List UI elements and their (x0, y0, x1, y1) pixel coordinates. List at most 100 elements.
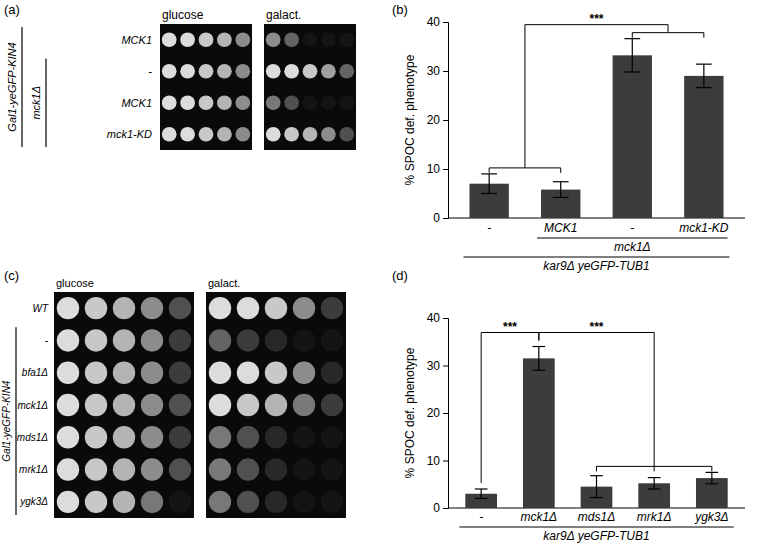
spot (235, 95, 250, 110)
spot (85, 394, 107, 416)
figure: (a)glucosegalact.MCK1-MCK1mck1-KDGal1-ye… (0, 0, 759, 549)
spot-assay: glucosegalact.MCK1-MCK1mck1-KDGal1-yeGFP… (6, 8, 356, 150)
significance-label: *** (589, 12, 603, 26)
bracket (703, 33, 704, 38)
spot (57, 329, 79, 351)
spot (162, 127, 177, 142)
error-bar (553, 182, 569, 198)
tick: 20 (427, 406, 448, 420)
spot (339, 64, 354, 79)
spot (141, 329, 163, 351)
spot (169, 458, 191, 480)
spot (162, 95, 177, 110)
spot (141, 394, 163, 416)
spot (235, 127, 250, 142)
marks (465, 347, 727, 509)
spot (113, 491, 135, 513)
y-axis: 010203040 (427, 15, 449, 225)
error-cap (624, 71, 640, 72)
spot (237, 394, 259, 416)
tick: 10 (427, 454, 448, 468)
spot (141, 426, 163, 448)
spot (321, 491, 343, 513)
spot (265, 458, 287, 480)
bracket (560, 168, 561, 173)
bar-chart: 010203040% SPOC def. phenotype-MCK1-mck1… (403, 12, 745, 273)
spot (57, 426, 79, 448)
bracket (489, 168, 490, 173)
spot (141, 297, 163, 319)
spot (169, 329, 191, 351)
plate-background (54, 292, 194, 518)
row-label: MCK1 (121, 34, 152, 46)
tick-label: 40 (427, 311, 441, 325)
spot (339, 127, 354, 142)
panel-label: (a) (4, 2, 20, 17)
error-bar (475, 489, 488, 499)
spot (293, 362, 315, 384)
spot (209, 394, 231, 416)
spot (57, 362, 79, 384)
error-stem (489, 174, 490, 194)
bar (523, 358, 555, 508)
error-stem (560, 182, 561, 198)
tick-mark (443, 120, 448, 121)
tick-label: 10 (427, 162, 441, 176)
spot (321, 95, 336, 110)
spot (85, 297, 107, 319)
column-label: galact. (208, 277, 240, 289)
tick: 40 (427, 311, 448, 325)
spot (321, 458, 343, 480)
spot (339, 32, 354, 47)
row-label: mds1Δ (17, 432, 48, 443)
spot (303, 32, 318, 47)
tick-label: 10 (427, 454, 441, 468)
y-axis-title: % SPOC def. phenotype (403, 347, 417, 478)
spot (265, 491, 287, 513)
tick: 0 (433, 211, 448, 225)
spot (235, 32, 250, 47)
error-bar (696, 64, 712, 88)
bar-chart: 010203040% SPOC def. phenotype-mck1Δmds1… (403, 311, 745, 543)
significance: *** (489, 12, 704, 173)
spot (284, 64, 299, 79)
group-label: Gal1-yeGFP-KIN4 (6, 42, 18, 131)
category-label: - (630, 221, 634, 235)
bracket (668, 25, 669, 33)
bracket (481, 333, 482, 484)
group-bracket (15, 327, 16, 515)
spot (209, 426, 231, 448)
group-bracket (21, 27, 22, 147)
spot-assay: glucosegalact.WT-bfa1Δmck1Δmds1Δmrk1Δygk… (1, 277, 346, 518)
spot (321, 32, 336, 47)
tick-mark (443, 22, 448, 23)
tick-label: 0 (433, 211, 440, 225)
tick: 10 (427, 162, 448, 176)
tick-mark (443, 461, 448, 462)
error-bar (705, 472, 718, 483)
error-bar (624, 39, 640, 72)
spot (293, 297, 315, 319)
error-cap (624, 38, 640, 39)
spot (209, 362, 231, 384)
bracket (596, 466, 597, 471)
spot (266, 64, 281, 79)
bracket (654, 466, 655, 471)
row-label: bfa1Δ (22, 367, 48, 378)
error-stem (654, 478, 655, 489)
spot (209, 329, 231, 351)
spot (237, 491, 259, 513)
spot (265, 362, 287, 384)
group-line (537, 238, 727, 239)
row-label: MCK1 (121, 97, 152, 109)
tick-label: 30 (427, 64, 441, 78)
tick-mark (443, 169, 448, 170)
error-cap (553, 181, 569, 182)
spot (141, 458, 163, 480)
x-label-line (459, 527, 733, 528)
spot (321, 127, 336, 142)
spot (237, 362, 259, 384)
spot (199, 32, 214, 47)
error-cap (648, 477, 661, 478)
spot (266, 32, 281, 47)
